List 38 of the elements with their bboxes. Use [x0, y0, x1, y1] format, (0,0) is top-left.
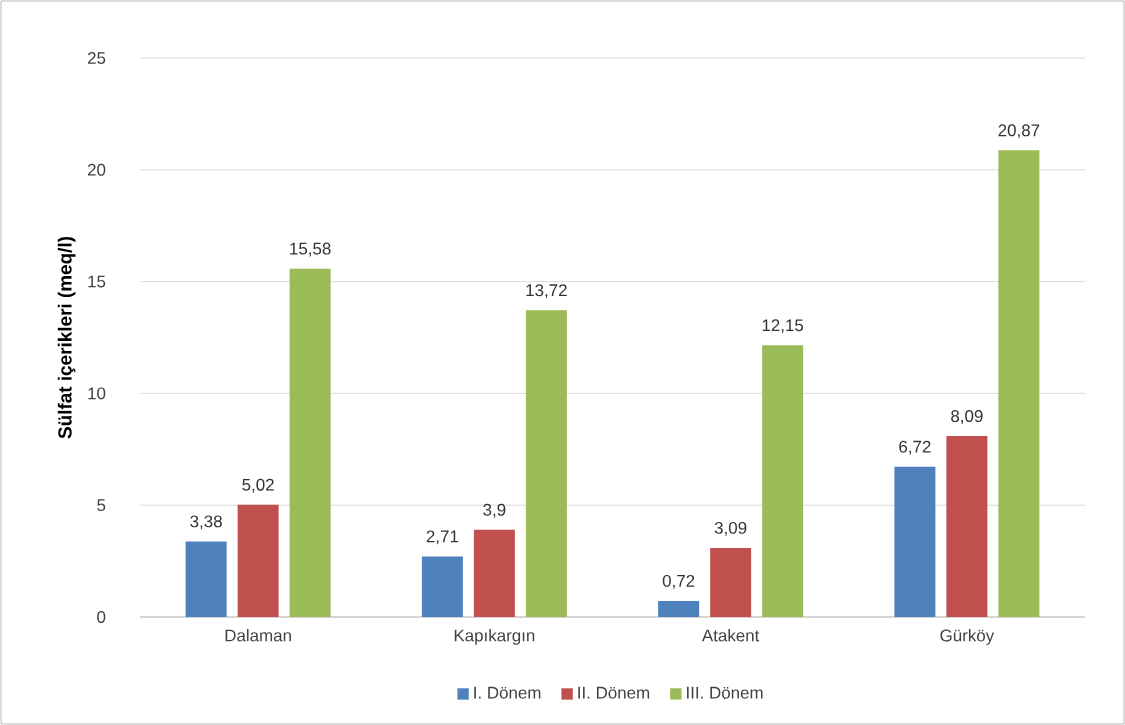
data-label: 15,58	[290, 242, 331, 257]
bar	[998, 150, 1040, 617]
data-label: 3,09	[714, 521, 747, 536]
data-label: 0,72	[662, 574, 695, 589]
data-label: 12,15	[762, 319, 804, 334]
bar	[289, 268, 331, 617]
y-tick-label: 0	[97, 611, 106, 623]
data-label: 5,02	[242, 478, 274, 493]
x-tick-label: Gürköy	[940, 629, 995, 645]
legend-label: III. Dönem	[687, 686, 763, 699]
y-tick-label: 20	[87, 163, 106, 176]
bar	[421, 556, 463, 617]
bar	[525, 310, 567, 617]
x-tick-label: Kapıkargın	[454, 629, 535, 645]
bar	[658, 600, 700, 617]
data-label: 3,9	[483, 503, 506, 518]
data-label: 13,72	[526, 284, 567, 299]
bar	[762, 345, 804, 617]
legend-label: II. Dönem	[578, 686, 650, 699]
bar	[473, 529, 515, 617]
y-tick-label: 15	[88, 275, 106, 288]
bar	[185, 541, 227, 617]
y-tick-label: 10	[88, 387, 106, 400]
y-tick-label: 25	[87, 52, 106, 64]
legend-label: I. Dönem	[474, 686, 541, 699]
x-tick-label: Dalaman	[225, 629, 291, 642]
data-label: 6,72	[899, 440, 931, 455]
data-label: 2,71	[426, 530, 459, 545]
x-tick-label: Atakent	[701, 629, 760, 642]
data-label: 8,09	[951, 410, 983, 425]
data-label: 3,38	[190, 515, 222, 530]
bar	[237, 504, 279, 617]
y-axis-title: Sülfat içerikleri (meq/l)	[57, 236, 76, 439]
y-tick-label: 5	[97, 499, 106, 512]
bar	[710, 547, 752, 617]
bar	[894, 466, 936, 617]
data-label: 20,87	[998, 124, 1040, 139]
bar	[946, 436, 988, 617]
